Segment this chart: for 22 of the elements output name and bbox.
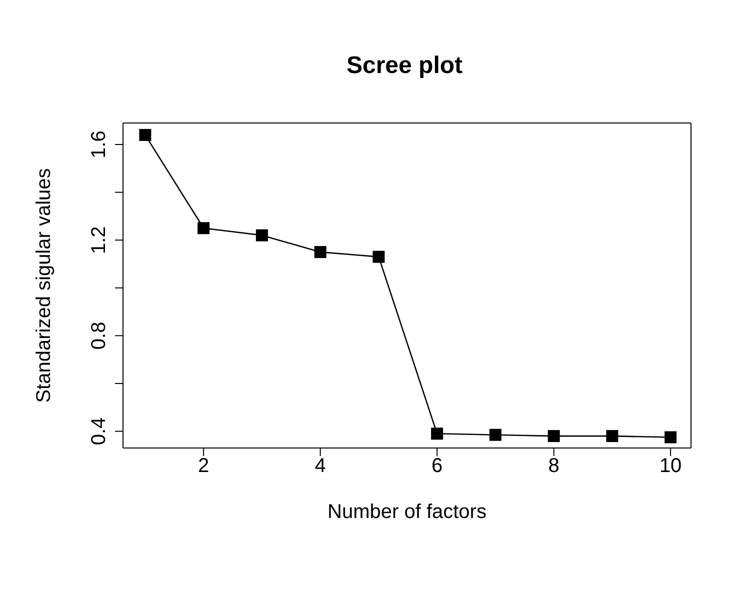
- x-tick-label: 4: [314, 455, 326, 478]
- point: [372, 250, 385, 263]
- x-axis-title: Number of factors: [328, 501, 486, 523]
- point: [314, 246, 326, 258]
- point: [139, 128, 152, 141]
- x-tick-label: 10: [659, 455, 682, 478]
- x-tick-label: 8: [548, 455, 560, 478]
- point: [606, 430, 618, 442]
- chart-title: Scree plot: [345, 52, 464, 80]
- y-tick-label: 1.6: [88, 130, 110, 158]
- point: [548, 430, 560, 442]
- y-tick-label: 0.8: [88, 322, 110, 350]
- y-tick-label: 1.2: [88, 226, 110, 254]
- point: [489, 428, 502, 441]
- y-tick-label: 0.4: [88, 417, 110, 446]
- point: [256, 229, 268, 242]
- point: [431, 428, 444, 440]
- point: [198, 222, 210, 234]
- x-tick-label: 6: [432, 455, 443, 478]
- point: [664, 431, 677, 444]
- y-axis-title: Standarized sigular values: [33, 168, 56, 403]
- x-tick-label: 2: [198, 455, 210, 478]
